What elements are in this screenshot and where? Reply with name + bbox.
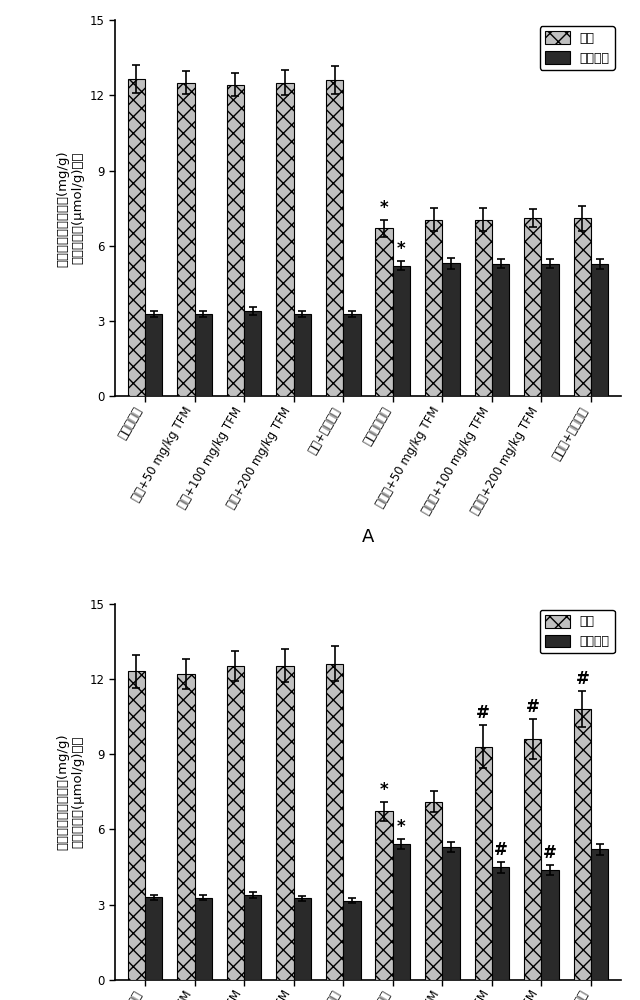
Text: *: * <box>397 240 406 258</box>
Bar <box>591 264 609 396</box>
Bar <box>475 747 492 980</box>
Y-axis label: 多次给药的肝脏糖原(mg/g)
和甘油三酯(μmol/g)含量: 多次给药的肝脏糖原(mg/g) 和甘油三酯(μmol/g)含量 <box>56 733 84 850</box>
Bar <box>573 709 591 980</box>
Bar <box>276 666 294 980</box>
Text: #: # <box>543 844 557 862</box>
Bar <box>524 739 541 980</box>
Text: *: * <box>380 199 388 217</box>
Bar <box>376 228 393 396</box>
Bar <box>343 314 360 396</box>
Y-axis label: 单次给药的肝脏糖原(mg/g)
和甘油三酯(μmol/g)含量: 单次给药的肝脏糖原(mg/g) 和甘油三酯(μmol/g)含量 <box>56 150 84 267</box>
Bar <box>127 671 145 980</box>
Bar <box>492 264 509 396</box>
Bar <box>177 674 195 980</box>
Bar <box>227 85 244 396</box>
Bar <box>244 311 261 396</box>
Bar <box>541 870 559 980</box>
Bar <box>227 666 244 980</box>
Bar <box>294 898 311 980</box>
Text: *: * <box>380 781 388 799</box>
Bar <box>294 314 311 396</box>
Bar <box>442 263 460 396</box>
Bar <box>492 867 509 980</box>
Bar <box>442 847 460 980</box>
Bar <box>326 80 343 396</box>
Text: #: # <box>575 670 589 688</box>
Bar <box>177 83 195 396</box>
Bar <box>376 811 393 980</box>
Bar <box>326 664 343 980</box>
Text: #: # <box>476 704 490 722</box>
Bar <box>573 218 591 396</box>
Bar <box>425 220 442 396</box>
Bar <box>343 901 360 980</box>
Bar <box>591 849 609 980</box>
Bar <box>393 266 410 396</box>
Bar <box>276 83 294 396</box>
Text: *: * <box>397 818 406 836</box>
Bar <box>195 314 212 396</box>
Text: A: A <box>362 528 374 546</box>
Bar <box>393 844 410 980</box>
Bar <box>541 264 559 396</box>
Bar <box>195 898 212 980</box>
Text: #: # <box>526 698 540 716</box>
Bar <box>524 218 541 396</box>
Bar <box>145 897 163 980</box>
Legend: 糖原, 甘油三酯: 糖原, 甘油三酯 <box>540 610 614 653</box>
Bar <box>425 802 442 980</box>
Bar <box>145 314 163 396</box>
Bar <box>127 79 145 396</box>
Legend: 糖原, 甘油三酯: 糖原, 甘油三酯 <box>540 26 614 70</box>
Bar <box>475 220 492 396</box>
Bar <box>244 895 261 980</box>
Text: #: # <box>493 841 508 859</box>
